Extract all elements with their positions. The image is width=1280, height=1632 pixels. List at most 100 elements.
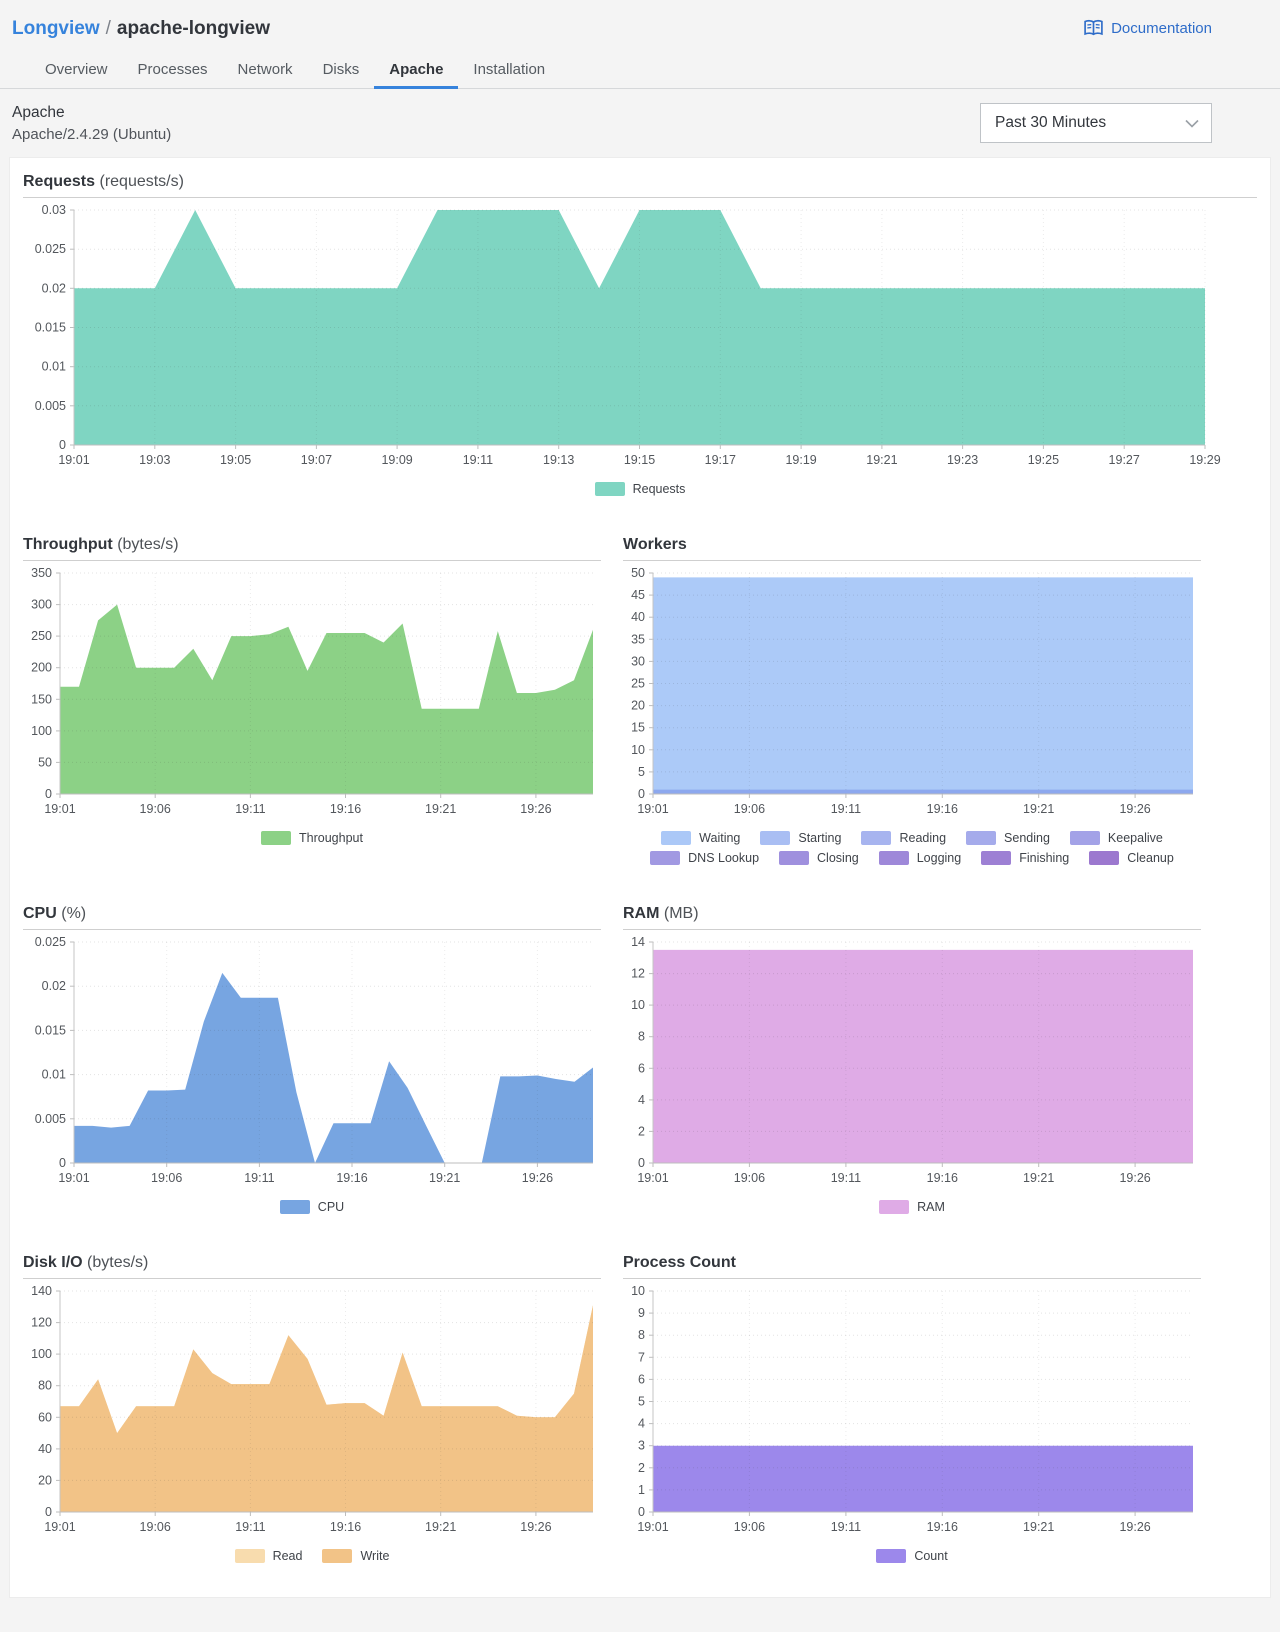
legend-item-sending[interactable]: Sending <box>966 830 1050 845</box>
svg-text:0.005: 0.005 <box>35 398 66 412</box>
breadcrumb: Longview / apache-longview <box>12 16 270 42</box>
svg-text:19:11: 19:11 <box>235 802 265 816</box>
ram-chart[interactable]: 0 2 4 6 8 10 12 14 19:01 19:06 19:11 19:16 19:21 19:2… <box>623 932 1201 1190</box>
svg-text:19:03: 19:03 <box>139 453 170 467</box>
svg-text:19:11: 19:11 <box>244 1171 274 1185</box>
legend-swatch <box>1069 830 1100 845</box>
svg-text:40: 40 <box>631 610 645 624</box>
legend-label: Logging <box>916 850 962 865</box>
legend-swatch <box>261 830 292 845</box>
cpu-title-text: CPU <box>23 904 57 922</box>
legend-item-closing[interactable]: Closing <box>779 850 859 865</box>
svg-text:5: 5 <box>638 1394 645 1408</box>
legend-row: Read Write <box>225 1548 400 1563</box>
svg-text:200: 200 <box>31 660 52 674</box>
chart-panel-throughput: Throughput (bytes/s) 0 50 100 150 200 250 300 3… <box>23 536 601 865</box>
legend-row: RAM <box>869 1199 955 1214</box>
tab-installation[interactable]: Installation <box>473 61 546 78</box>
svg-text:1: 1 <box>638 1483 645 1497</box>
legend-item-waiting[interactable]: Waiting <box>661 830 740 845</box>
legend-item-throughput[interactable]: Throughput <box>261 830 363 845</box>
requests-chart[interactable]: 0 0.005 0.01 0.015 0.02 0.025 0.03 19:01 19:03 19… <box>23 200 1221 472</box>
legend-label: Write <box>360 1548 390 1563</box>
throughput-legend: Throughput <box>23 830 601 845</box>
legend-swatch <box>322 1548 353 1563</box>
svg-text:4: 4 <box>638 1093 645 1107</box>
apache-version-text: Apache/2.4.29 (Ubuntu) <box>12 125 172 143</box>
svg-text:19:26: 19:26 <box>1119 802 1150 816</box>
documentation-link[interactable]: Documentation <box>1083 19 1212 37</box>
cpu-chart[interactable]: 0 0.005 0.01 0.015 0.02 0.025 19:01 19:06 19:11 1… <box>23 932 601 1190</box>
legend-item-cleanup[interactable]: Cleanup <box>1089 850 1174 865</box>
legend-item-reading[interactable]: Reading <box>861 830 946 845</box>
diskio-chart[interactable]: 0 20 40 60 80 100 120 140 19:01 19:06 19:11 19:16 19… <box>23 1281 601 1539</box>
legend-item-write[interactable]: Write <box>322 1548 390 1563</box>
svg-text:19:06: 19:06 <box>734 1171 765 1185</box>
svg-text:19:26: 19:26 <box>1119 1171 1150 1185</box>
legend-swatch <box>661 830 692 845</box>
svg-text:0: 0 <box>638 1505 645 1519</box>
svg-text:19:26: 19:26 <box>522 1171 553 1185</box>
svg-text:100: 100 <box>31 724 52 738</box>
svg-text:10: 10 <box>631 742 645 756</box>
svg-text:15: 15 <box>631 720 645 734</box>
svg-text:0.025: 0.025 <box>35 935 66 949</box>
legend-swatch <box>1089 850 1120 865</box>
processcount-chart[interactable]: 0 1 2 3 4 5 6 7 8 9 10 19:01 19:06 19:11 19:16 19:21 19:… <box>623 1281 1201 1539</box>
tab-bar: Overview Processes Network Disks Apache … <box>0 51 1280 89</box>
legend-item-ram[interactable]: RAM <box>879 1199 945 1214</box>
tab-processes[interactable]: Processes <box>137 61 208 78</box>
tab-apache[interactable]: Apache <box>374 51 459 89</box>
legend-item-read[interactable]: Read <box>234 1548 302 1563</box>
svg-text:4: 4 <box>638 1416 645 1430</box>
throughput-chart[interactable]: 0 50 100 150 200 250 300 350 19:01 19:06 19:11 19:1… <box>23 563 601 821</box>
breadcrumb-longview-link[interactable]: Longview <box>12 18 100 39</box>
tab-overview[interactable]: Overview <box>45 61 108 78</box>
svg-text:0: 0 <box>59 438 66 452</box>
workers-legend: Waiting Starting Reading Sending Keepalive DN… <box>623 830 1201 865</box>
legend-item-dns-lookup[interactable]: DNS Lookup <box>650 850 759 865</box>
legend-item-requests[interactable]: Requests <box>594 481 685 496</box>
top-bar: Longview / apache-longview Documentation <box>0 0 1280 42</box>
legend-swatch <box>861 830 892 845</box>
legend-item-cpu[interactable]: CPU <box>279 1199 344 1214</box>
ram-legend: RAM <box>623 1199 1201 1214</box>
workers-chart[interactable]: 0 5 10 15 20 25 30 35 40 45 50 19:01 19:06 19:11 19:16… <box>623 563 1201 821</box>
time-range-select[interactable]: Past 30 Minutes <box>980 103 1212 144</box>
charts-card: Requests (requests/s) 0 0.005 0.01 0.015 0.0… <box>9 156 1271 1598</box>
legend-item-keepalive[interactable]: Keepalive <box>1069 830 1163 845</box>
legend-item-logging[interactable]: Logging <box>878 850 962 865</box>
legend-label: Count <box>914 1548 948 1563</box>
ram-title-text: RAM <box>623 904 660 922</box>
cpu-chart-title: CPU (%) <box>23 905 601 930</box>
legend-label: Throughput <box>299 830 363 845</box>
legend-item-starting[interactable]: Starting <box>760 830 841 845</box>
legend-row: CPU <box>270 1199 354 1214</box>
svg-text:19:01: 19:01 <box>58 1171 89 1185</box>
documentation-book-icon <box>1083 19 1104 37</box>
svg-text:19:13: 19:13 <box>543 453 574 467</box>
legend-label: RAM <box>917 1199 945 1214</box>
legend-item-finishing[interactable]: Finishing <box>981 850 1069 865</box>
svg-text:0.025: 0.025 <box>35 242 66 256</box>
svg-text:19:19: 19:19 <box>785 453 816 467</box>
svg-text:2: 2 <box>638 1124 645 1138</box>
legend-item-count[interactable]: Count <box>876 1548 948 1563</box>
svg-text:19:21: 19:21 <box>1023 802 1054 816</box>
legend-swatch <box>779 850 810 865</box>
svg-text:19:01: 19:01 <box>637 1171 668 1185</box>
legend-swatch <box>879 1199 910 1214</box>
throughput-unit-text: (bytes/s) <box>117 535 179 553</box>
diskio-unit-text: (bytes/s) <box>87 1253 149 1271</box>
svg-text:5: 5 <box>638 765 645 779</box>
svg-text:0.02: 0.02 <box>42 979 66 993</box>
svg-text:2: 2 <box>638 1460 645 1474</box>
svg-text:19:11: 19:11 <box>235 1520 265 1534</box>
svg-text:19:21: 19:21 <box>1023 1520 1054 1534</box>
svg-text:0.01: 0.01 <box>42 1067 66 1081</box>
legend-swatch <box>234 1548 265 1563</box>
tab-network[interactable]: Network <box>237 61 293 78</box>
tab-disks[interactable]: Disks <box>322 61 360 78</box>
footer-space <box>0 1614 1280 1620</box>
legend-label: Closing <box>817 850 859 865</box>
